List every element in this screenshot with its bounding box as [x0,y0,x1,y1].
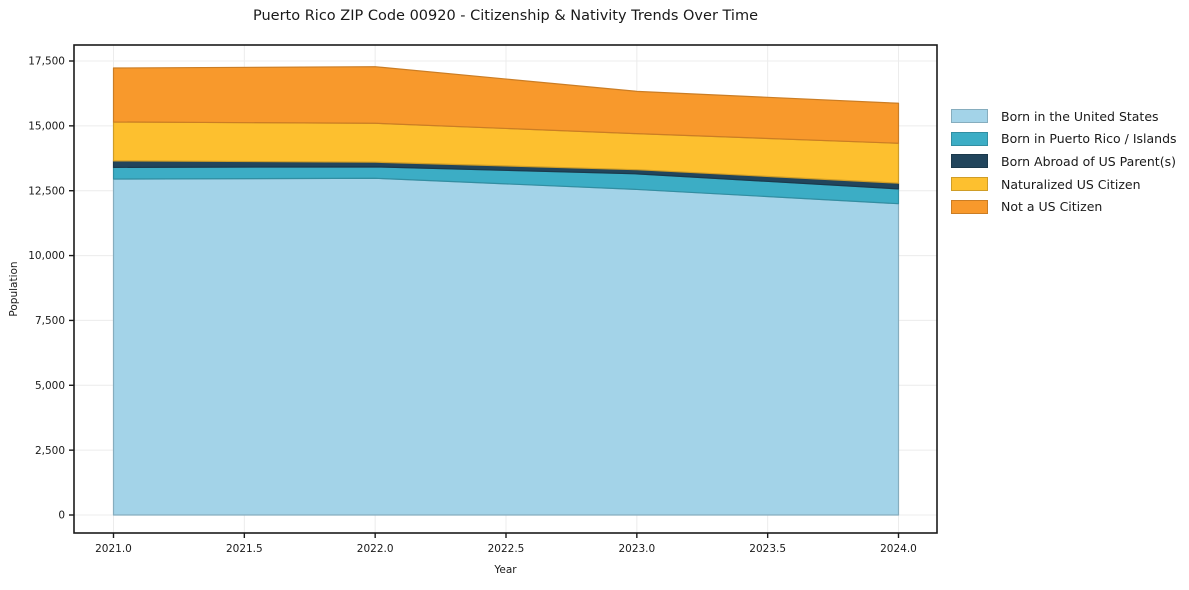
x-tick-label: 2023.5 [749,543,786,555]
legend-label: Born in the United States [1001,108,1159,124]
legend-item: Born Abroad of US Parent(s) [951,150,1177,173]
chart-title: Puerto Rico ZIP Code 00920 - Citizenship… [253,8,758,24]
x-tick-label: 2022.5 [488,543,525,555]
x-tick-label: 2021.5 [226,543,263,555]
y-axis-label: Population [8,261,20,317]
legend-label: Born in Puerto Rico / Islands [1001,131,1177,147]
legend-swatch [951,154,988,169]
legend-swatch [951,109,988,124]
y-tick-label: 12,500 [28,185,65,197]
x-tick-label: 2021.0 [95,543,132,555]
y-tick-label: 17,500 [28,56,65,68]
legend-label: Naturalized US Citizen [1001,176,1141,192]
legend: Born in the United States Born in Puerto … [951,105,1177,218]
y-tick-label: 15,000 [28,121,65,133]
legend-item: Not a US Citizen [951,195,1177,218]
legend-swatch [951,131,988,146]
x-tick-label: 2022.0 [357,543,394,555]
legend-item: Born in Puerto Rico / Islands [951,128,1177,151]
legend-swatch [951,199,988,214]
legend-item: Born in the United States [951,105,1177,128]
y-tick-label: 0 [58,510,65,522]
legend-swatch [951,177,988,192]
legend-item: Naturalized US Citizen [951,173,1177,196]
area-series [112,66,900,144]
x-tick-label: 2024.0 [880,543,917,555]
x-tick-label: 2023.0 [618,543,655,555]
y-tick-label: 7,500 [35,315,65,327]
y-tick-label: 5,000 [35,380,65,392]
y-tick-label: 2,500 [35,445,65,457]
x-axis-label: Year [494,564,517,576]
area-series [112,177,900,516]
y-tick-label: 10,000 [28,250,65,262]
legend-label: Not a US Citizen [1001,199,1103,215]
legend-label: Born Abroad of US Parent(s) [1001,153,1176,169]
